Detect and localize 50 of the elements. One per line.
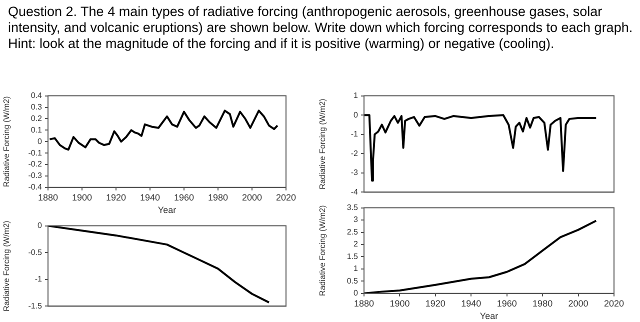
x-tick-label: 1920 [106,192,126,202]
y-axis-title: Radiative Forcing (W/m2) [318,204,328,296]
x-tick-label: 1920 [425,298,446,308]
x-tick-label: 1900 [390,298,410,308]
x-axis-title: Year [158,205,176,216]
y-tick-label: 0 [38,136,43,146]
y-tick-label: 3.5 [346,203,359,212]
x-tick-label: 1880 [38,192,58,202]
x-tick-label: 2000 [568,298,588,308]
y-tick-label: -0.2 [28,160,43,169]
y-tick-label: -3 [350,168,359,178]
x-tick-label: 2000 [242,192,262,202]
x-tick-label: 1900 [72,192,92,202]
y-tick-label: 0.4 [30,91,43,100]
x-tick-label: 1940 [140,192,160,202]
y-tick-label: 2.5 [346,227,359,236]
y-tick-label: -0.4 [28,182,43,192]
y-tick-label: -1 [350,130,359,139]
text: Question 2. The 4 main types of radiative forcing (anthropogenic aerosols, greenhouse gases, solar intensity, and volcanic eruptions) are shown below. Write down which forcing corresponds to each graph. Hint: look at the magnitude of the forcing and if it is positive (warming) or negative (cooling). [8,4,634,52]
y-tick-label: 0.3 [30,102,43,112]
y-axis-title: Radiative Forcing (W/m2) [2,96,12,187]
y-tick-label: -0.3 [28,171,43,180]
x-tick-label: 1960 [174,192,194,202]
y-tick-label: 1.5 [346,252,359,261]
y-tick-label: -1 [34,274,43,284]
y-tick-label: 3 [354,215,359,224]
x-tick-label: 1960 [496,298,517,308]
x-axis-title: Year [480,311,498,322]
y-axis-title: Radiative Forcing (W/m2) [318,98,328,190]
y-tick-label: -1.5 [28,301,43,310]
y-tick-label: 0.2 [30,114,43,123]
y-tick-label: 0.5 [346,276,359,286]
x-tick-label: 1880 [354,298,374,308]
y-tick-label: 0.1 [30,125,43,134]
y-axis-title: Radiative Forcing (W/m2) [2,220,12,312]
y-tick-label: 1 [354,91,359,100]
y-tick-label: -0.1 [28,148,43,158]
y-tick-label: 0 [38,221,43,230]
y-tick-label: -2 [350,148,359,158]
x-tick-label: 2020 [276,192,296,202]
x-tick-label: 1980 [208,192,228,202]
x-tick-label: 2020 [604,298,624,308]
y-tick-label: 2 [354,240,359,249]
y-tick-label: 1 [354,264,359,274]
x-tick-label: 1940 [461,298,482,308]
y-tick-label: -0.5 [28,248,43,257]
y-tick-label: -4 [350,187,359,196]
y-tick-label: 0 [354,110,359,120]
x-tick-label: 1980 [532,298,553,308]
y-tick-label: 0 [354,288,359,298]
